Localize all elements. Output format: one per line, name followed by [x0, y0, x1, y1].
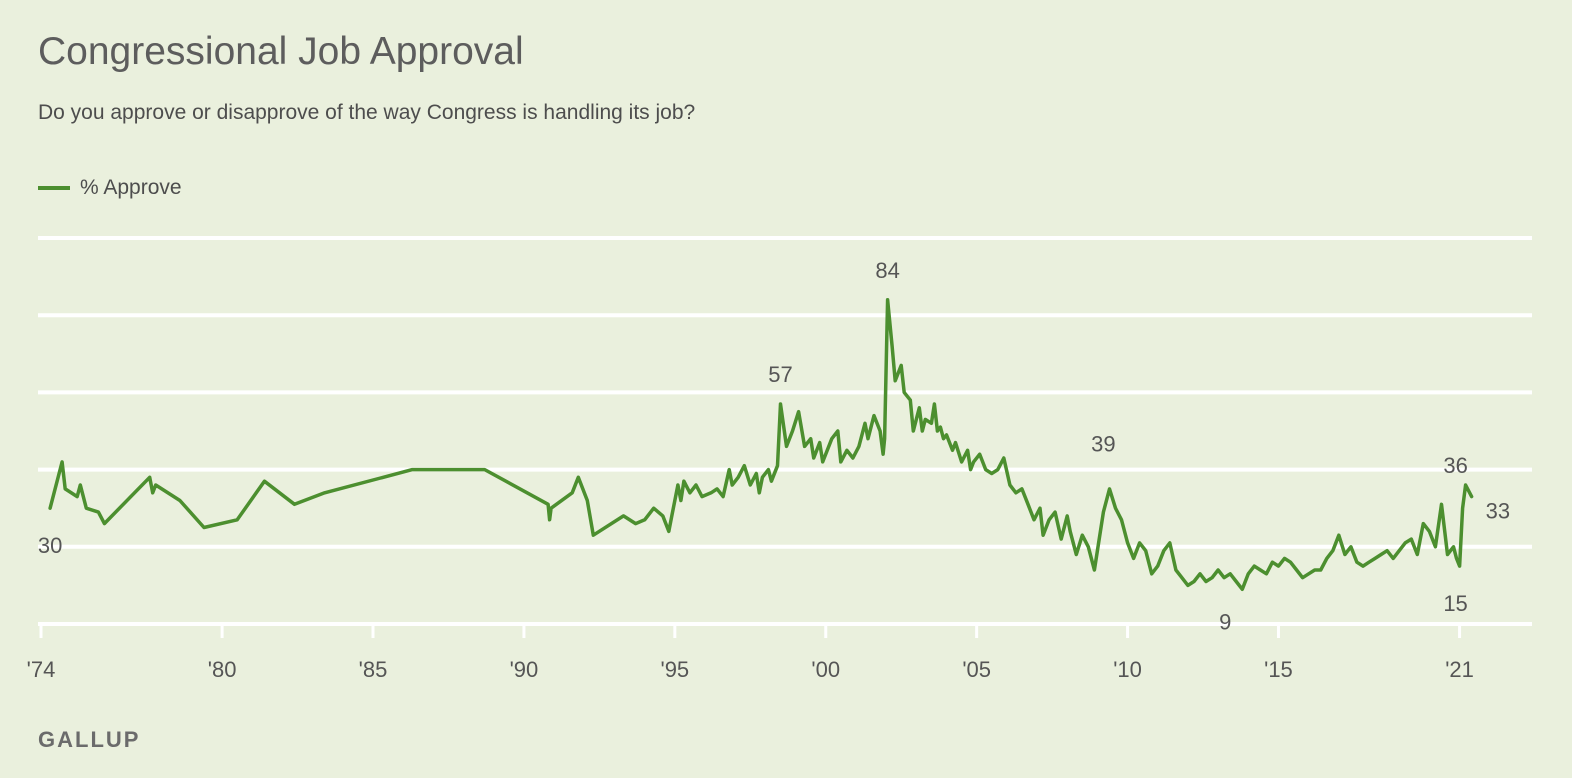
x-axis-ticks: '74 '80 '85 '90 '95 '00 '05 '10 '15 '21 [27, 624, 1474, 682]
x-tick-label: '21 [1445, 657, 1474, 682]
x-tick-label: '90 [510, 657, 539, 682]
data-label: 39 [1091, 431, 1115, 456]
series-line[interactable] [48, 298, 1474, 592]
annotations: 30 84 57 39 9 36 15 33 [38, 258, 1510, 635]
x-tick-label: '05 [962, 657, 991, 682]
x-tick-label: '00 [811, 657, 840, 682]
x-tick-label: '95 [661, 657, 690, 682]
data-label: 57 [768, 362, 792, 387]
series-approve [48, 298, 1474, 592]
x-tick-label: '80 [208, 657, 237, 682]
x-tick-label: '10 [1113, 657, 1142, 682]
chart-legend: % Approve [38, 176, 182, 200]
data-label: 33 [1486, 499, 1510, 524]
data-label: 84 [875, 258, 899, 283]
x-tick-label: '85 [359, 657, 388, 682]
x-tick-label: '74 [27, 657, 56, 682]
x-tick-label: '15 [1264, 657, 1293, 682]
data-label: 36 [1443, 453, 1467, 478]
data-label: 15 [1443, 591, 1467, 616]
chart-subtitle: Do you approve or disapprove of the way … [38, 101, 696, 124]
gallup-brand: GALLUP [38, 727, 141, 752]
gridlines [38, 236, 1532, 626]
line-chart: '74 '80 '85 '90 '95 '00 '05 '10 '15 '21 30 84 57 39 9… [27, 236, 1532, 682]
legend-swatch [38, 186, 70, 190]
data-label: 30 [38, 533, 62, 558]
legend-label[interactable]: % Approve [80, 176, 182, 199]
data-label: 9 [1219, 609, 1231, 634]
chart-title: Congressional Job Approval [38, 30, 524, 73]
